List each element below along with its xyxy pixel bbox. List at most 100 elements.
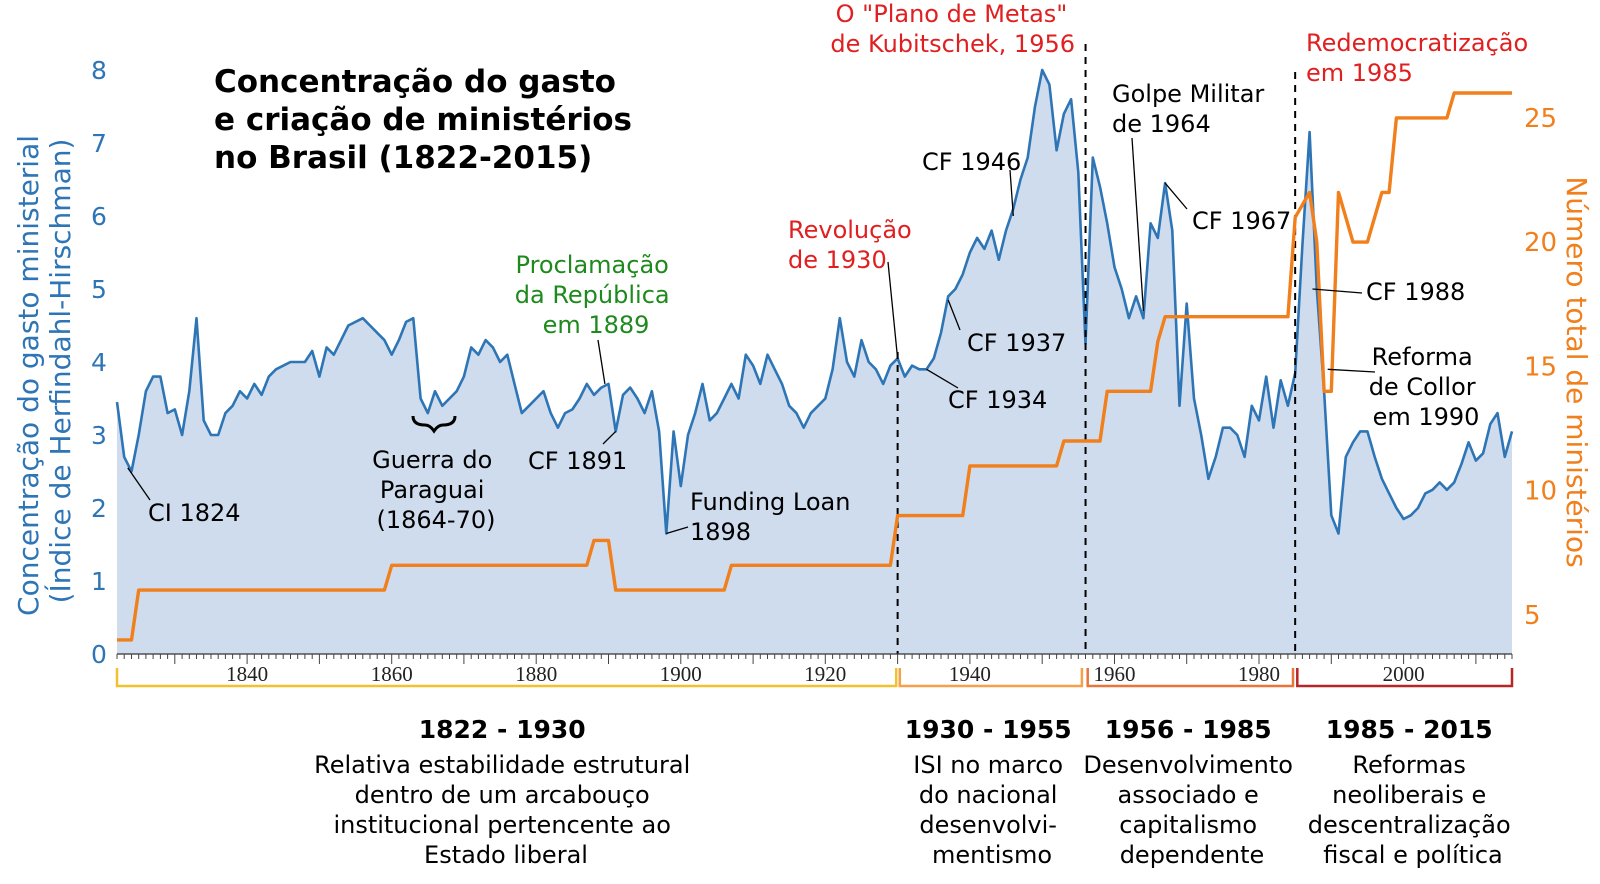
chart-title-line: no Brasil (1822-2015) [214,140,592,176]
left-tick-label: 8 [91,56,107,85]
annotation-line: de Kubitschek, 1956 [830,30,1075,58]
annotation-line: em 1985 [1306,59,1413,87]
annotation-line: de 1964 [1112,110,1211,138]
period-bracket-1822-1930 [115,668,898,688]
ministries-layer [116,91,1513,642]
annotation-leader-line [602,430,617,445]
x-tick-label: 1840 [226,662,268,686]
annotation-leaders [127,137,1376,535]
annotation-line: em 1889 [543,311,650,339]
annotation-line: CF 1988 [1366,278,1465,306]
period-line: dependente [1120,841,1265,869]
x-tick-label: 1860 [371,662,413,686]
left-axis-title-line: Concentração do gasto ministerial [12,135,45,616]
x-tick-label: 1940 [949,662,991,686]
period-line: capitalismo [1119,811,1257,839]
annotation-cf-1988: CF 1988 [1366,278,1465,306]
ministries-line [117,91,1512,642]
period-line: do nacional [919,781,1058,809]
x-tick-label: 1900 [660,662,702,686]
left-tick-label: 3 [91,421,107,450]
period-line: Estado liberal [424,841,588,869]
left-tick-label: 0 [91,640,107,669]
period-line: neoliberais e [1332,781,1486,809]
period-2-caption: 1930 - 1955 ISI no marco do nacional des… [905,715,1080,869]
annotation-line: da República [515,281,670,309]
period-line: dentro de um arcabouço [355,781,650,809]
annotation-line: CF 1967 [1192,207,1291,235]
annotation-line: em 1990 [1373,403,1480,431]
annotation-leader-line [127,467,151,501]
annotation-leader-line [926,368,959,389]
annotation-golpe-militar: Golpe Militar de 1964 [1112,80,1272,138]
period-range: 1822 - 1930 [419,715,586,744]
right-tick-label: 5 [1524,601,1541,631]
annotation-cf-1937: CF 1937 [967,329,1066,357]
period-1-caption: 1822 - 1930 Relativa estabilidade estrut… [314,715,698,869]
annotation-cf-1934: CF 1934 [948,386,1047,414]
x-tick-label: 1960 [1094,662,1136,686]
annotation-redemocratizacao: Redemocratização em 1985 [1306,29,1536,87]
period-line: mentismo [932,841,1052,869]
period-line: Desenvolvimento [1083,751,1293,779]
annotation-line: de 1930 [788,246,887,274]
period-line: Relativa estabilidade estrutural [314,751,690,779]
period-4-caption: 1985 - 2015 Reformas neoliberais e desce… [1308,715,1519,869]
period-line: desenvolvi- [919,811,1057,839]
x-tick-label: 2000 [1383,662,1425,686]
left-tick-label: 6 [91,202,107,231]
annotation-line: CI 1824 [148,499,241,527]
period-line: associado e [1118,781,1259,809]
annotation-line: Funding Loan [690,488,850,516]
annotation-leader-line [947,299,961,331]
annotation-line: Reforma [1372,343,1473,371]
event-lines-layer [896,44,1297,654]
annotation-leader-line [1164,182,1188,210]
paraguay-war-brace [411,415,457,434]
annotation-leader-line [887,261,899,359]
annotation-funding-loan: Funding Loan 1898 [690,488,858,546]
annotation-line: (1864-70) [376,506,495,534]
chart-title: Concentração do gasto e criação de minis… [214,64,643,176]
left-tick-label: 1 [91,567,107,596]
annotation-guerra-paraguai: Guerra do Paraguai (1864-70) [372,446,500,534]
left-tick-label: 4 [91,348,107,377]
right-tick-label: 10 [1524,477,1557,507]
period-line: ISI no marco [913,751,1063,779]
annotation-reforma-collor: Reforma de Collor em 1990 [1369,343,1484,431]
left-axis-title-line: (Índice de Herfindahl-Hirschman) [43,139,77,604]
annotation-line: O "Plano de Metas" [836,0,1068,28]
period-3-caption: 1956 - 1985 Desenvolvimento associado e … [1083,715,1300,869]
annotation-line: CF 1937 [967,329,1066,357]
annotations: CI 1824 Guerra do Paraguai (1864-70) Pro… [148,0,1536,546]
annotation-leader-line [1009,169,1014,217]
annotation-line: Paraguai [380,476,485,504]
period-line: institucional pertencente ao [333,811,670,839]
period-brackets [115,668,1514,688]
annotation-line: Redemocratização [1306,29,1528,57]
right-axis: 5 10 15 20 25 Número total de ministério… [1524,104,1593,631]
x-tick-marks [116,654,1513,664]
annotation-ci-1824: CI 1824 [148,499,241,527]
chart-title-line: e criação de ministérios [214,102,632,138]
annotation-leader-line [1327,368,1376,373]
period-bracket-1985-2015 [1296,668,1514,688]
annotation-line: CF 1946 [922,148,1021,176]
period-bracket-1930-1955 [898,668,1084,688]
left-tick-label: 7 [91,129,107,158]
period-captions: 1822 - 1930 Relativa estabilidade estrut… [314,715,1519,869]
right-axis-title: Número total de ministérios [1560,176,1593,567]
right-tick-label: 25 [1524,104,1557,134]
x-tick-label: 1920 [804,662,846,686]
left-tick-label: 2 [91,494,107,523]
period-line: fiscal e política [1323,841,1502,869]
period-range: 1956 - 1985 [1105,715,1272,744]
annotation-leader-line [1312,288,1363,294]
annotation-leader-line [597,339,606,385]
annotation-plano-de-metas: O "Plano de Metas" de Kubitschek, 1956 [830,0,1075,58]
annotation-line: Revolução [788,216,912,244]
annotation-proclamacao: Proclamação da República em 1889 [515,251,678,339]
annotation-line: de Collor [1369,373,1476,401]
right-tick-label: 15 [1524,352,1557,382]
annotation-line: Guerra do [372,446,492,474]
